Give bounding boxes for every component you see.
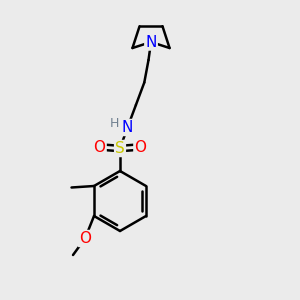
Text: O: O (94, 140, 106, 154)
Text: O: O (79, 231, 91, 246)
Text: N: N (122, 120, 133, 135)
Text: O: O (134, 140, 146, 154)
Text: N: N (145, 34, 157, 50)
Text: H: H (110, 117, 120, 130)
Text: S: S (115, 141, 125, 156)
